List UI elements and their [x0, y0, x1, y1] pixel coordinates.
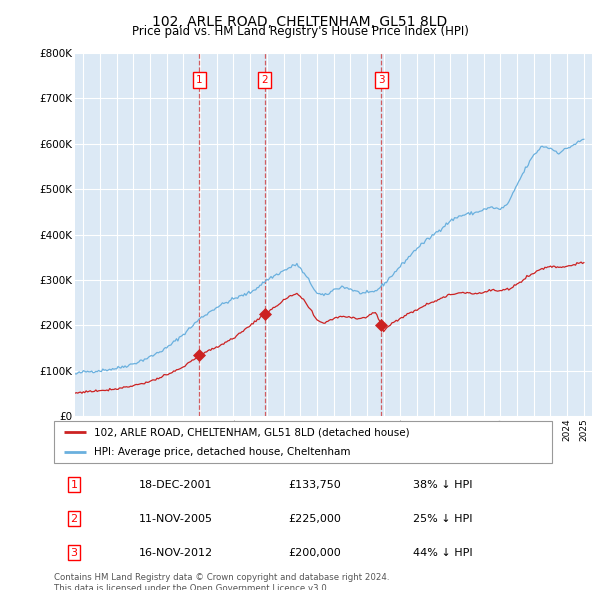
Text: Contains HM Land Registry data © Crown copyright and database right 2024.
This d: Contains HM Land Registry data © Crown c…	[54, 573, 389, 590]
Text: 2: 2	[262, 76, 268, 86]
Text: 16-NOV-2012: 16-NOV-2012	[139, 548, 213, 558]
Text: 3: 3	[70, 548, 77, 558]
Text: 25% ↓ HPI: 25% ↓ HPI	[413, 514, 472, 524]
Text: 1: 1	[70, 480, 77, 490]
Text: £225,000: £225,000	[288, 514, 341, 524]
Text: 18-DEC-2001: 18-DEC-2001	[139, 480, 212, 490]
Text: 102, ARLE ROAD, CHELTENHAM, GL51 8LD: 102, ARLE ROAD, CHELTENHAM, GL51 8LD	[152, 15, 448, 29]
Text: £133,750: £133,750	[288, 480, 341, 490]
Text: 1: 1	[196, 76, 203, 86]
Text: HPI: Average price, detached house, Cheltenham: HPI: Average price, detached house, Chel…	[94, 447, 350, 457]
Text: £200,000: £200,000	[288, 548, 341, 558]
Text: 102, ARLE ROAD, CHELTENHAM, GL51 8LD (detached house): 102, ARLE ROAD, CHELTENHAM, GL51 8LD (de…	[94, 427, 409, 437]
Text: 38% ↓ HPI: 38% ↓ HPI	[413, 480, 472, 490]
Text: 2: 2	[70, 514, 77, 524]
Text: 11-NOV-2005: 11-NOV-2005	[139, 514, 212, 524]
Text: 3: 3	[378, 76, 385, 86]
Text: Price paid vs. HM Land Registry's House Price Index (HPI): Price paid vs. HM Land Registry's House …	[131, 25, 469, 38]
Text: 44% ↓ HPI: 44% ↓ HPI	[413, 548, 472, 558]
FancyBboxPatch shape	[54, 421, 552, 463]
